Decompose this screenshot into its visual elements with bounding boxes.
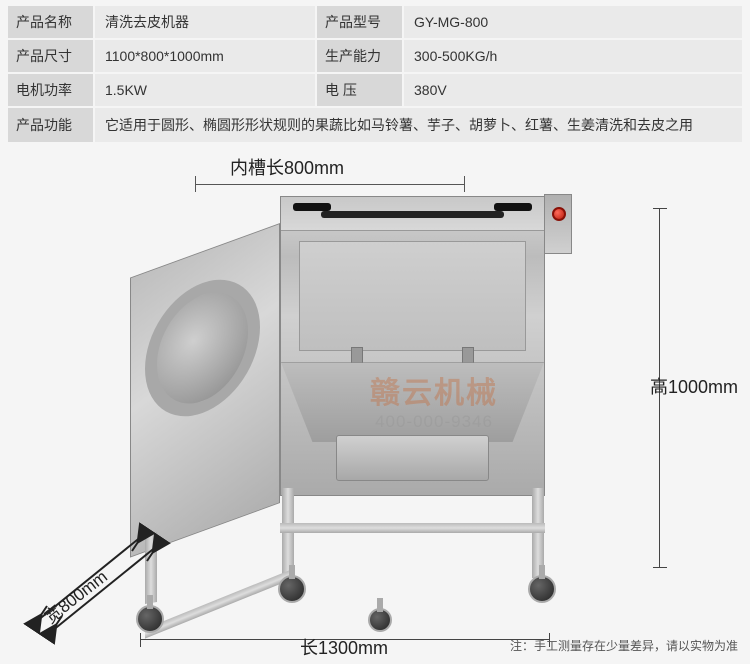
spec-value: 1100*800*1000mm <box>95 40 315 72</box>
spec-function-label: 产品功能 <box>8 108 93 142</box>
spec-value: 清洗去皮机器 <box>95 6 315 38</box>
spec-label: 电 压 <box>317 74 402 106</box>
spec-value: 380V <box>404 74 742 106</box>
height-label: 高1000mm <box>650 373 738 399</box>
inner-slot-dim-line <box>195 184 465 185</box>
machine-top-lid <box>281 197 544 231</box>
machine-front-panel <box>280 196 545 496</box>
spec-function-value: 它适用于圆形、椭圆形形状规则的果蔬比如马铃薯、芋子、胡萝卜、红薯、生姜清洗和去皮… <box>95 108 742 142</box>
control-box <box>544 194 572 254</box>
machine-hopper <box>281 362 544 442</box>
product-diagram: 内槽长800mm 赣云机械 400-000-9 <box>0 148 750 658</box>
caster-wheel-icon <box>278 575 306 603</box>
spec-value: 1.5KW <box>95 74 315 106</box>
machine-tray <box>336 435 489 481</box>
machine-illustration <box>130 203 580 598</box>
spec-label: 电机功率 <box>8 74 93 106</box>
spec-table: 产品名称 清洗去皮机器 产品型号 GY-MG-800 产品尺寸 1100*800… <box>0 0 750 142</box>
handle-icon <box>293 203 331 211</box>
inner-slot-label: 内槽长800mm <box>230 154 344 180</box>
length-label: 长1300mm <box>300 634 388 660</box>
caster-wheel-icon <box>368 608 392 632</box>
machine-door <box>299 241 526 351</box>
caster-wheel-icon <box>528 575 556 603</box>
spec-label: 产品型号 <box>317 6 402 38</box>
spec-label: 产品名称 <box>8 6 93 38</box>
frame-crossbar <box>280 523 545 533</box>
spec-value: 300-500KG/h <box>404 40 742 72</box>
spec-value: GY-MG-800 <box>404 6 742 38</box>
spec-label: 生产能力 <box>317 40 402 72</box>
handle-icon <box>494 203 532 211</box>
slot-icon <box>321 211 504 218</box>
spec-label: 产品尺寸 <box>8 40 93 72</box>
measurement-footnote: 注：手工测量存在少量差异，请以实物为准 <box>510 637 738 654</box>
